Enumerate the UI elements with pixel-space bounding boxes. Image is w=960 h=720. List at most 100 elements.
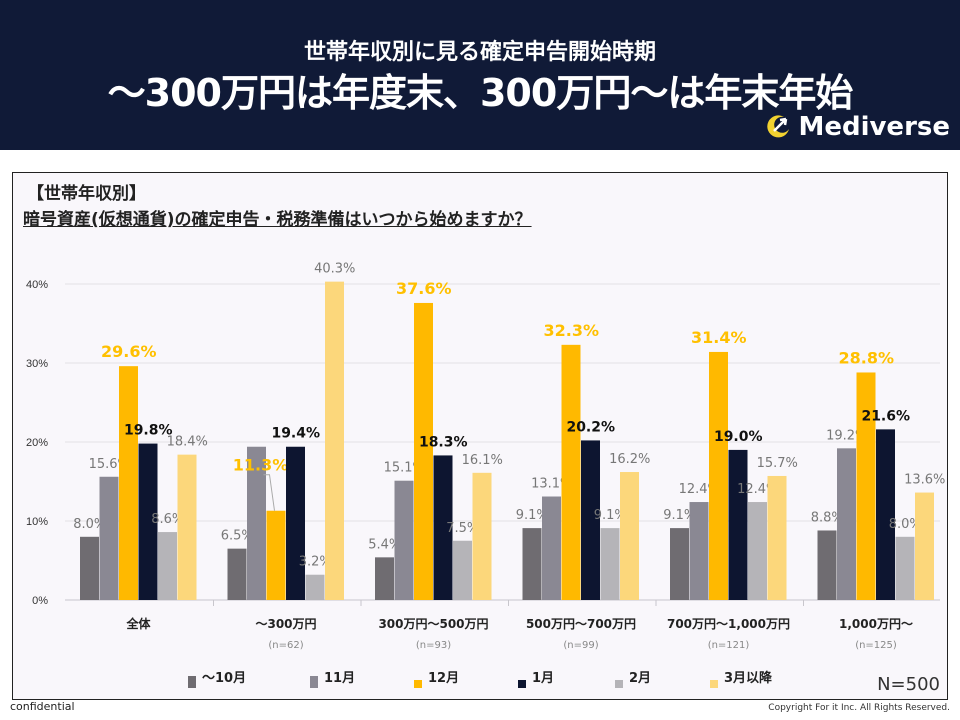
category-n-label: (n=62) <box>268 640 303 651</box>
header: 世帯年収別に見る確定申告開始時期 〜300万円は年度末、300万円〜は年末年始 … <box>0 0 960 150</box>
category-label: 700万円〜1,000万円 <box>667 617 790 631</box>
data-label: 19.0% <box>714 429 763 445</box>
data-label: 20.2% <box>566 419 615 435</box>
data-label: 31.4% <box>691 328 747 347</box>
data-label: 40.3% <box>314 262 355 277</box>
category-n-label: (n=125) <box>855 640 897 651</box>
data-label: 32.3% <box>543 321 599 340</box>
category-label: 全体 <box>125 616 151 631</box>
bar <box>138 443 158 600</box>
data-label: 9.1% <box>594 508 627 523</box>
data-label: 9.1% <box>516 508 549 523</box>
legend-swatch <box>710 680 718 688</box>
bar <box>177 454 197 600</box>
bar <box>472 472 492 600</box>
segment-label: 【世帯年収別】 <box>27 184 146 204</box>
bar <box>522 528 542 600</box>
y-tick-label: 20% <box>26 437 48 449</box>
legend-swatch <box>414 680 422 688</box>
confidential-label: confidential <box>10 700 75 713</box>
bar <box>325 281 344 600</box>
y-tick-label: 40% <box>26 279 48 291</box>
bar <box>817 530 837 600</box>
data-label: 8.6% <box>151 512 184 527</box>
bar <box>600 528 620 600</box>
category-label: 1,000万円〜 <box>839 617 913 631</box>
bar <box>728 449 748 600</box>
title: 〜300万円は年度末、300万円〜は年末年始 <box>107 71 854 115</box>
data-label: 28.8% <box>838 348 894 367</box>
data-label: 19.4% <box>271 426 320 442</box>
bar <box>895 536 915 600</box>
bar <box>247 446 266 600</box>
bar <box>767 475 787 600</box>
data-label: 8.8% <box>811 510 844 525</box>
category-label: 500万円〜700万円 <box>526 617 636 631</box>
bar <box>227 548 247 600</box>
bar <box>80 536 99 600</box>
category-label: 〜300万円 <box>255 617 316 631</box>
data-label: 5.4% <box>368 537 401 552</box>
legend-swatch <box>615 680 623 688</box>
logo: Mediverse <box>764 112 950 142</box>
data-label: 19.8% <box>124 423 173 439</box>
data-label: 13.6% <box>904 473 945 488</box>
data-label: 11.3% <box>233 456 289 475</box>
legend-label: 2月 <box>629 671 651 686</box>
legend-swatch <box>188 676 196 688</box>
bar <box>119 366 138 600</box>
bar <box>158 532 177 600</box>
bar <box>670 528 689 600</box>
bar <box>837 448 856 600</box>
bar <box>375 557 394 600</box>
bar <box>414 302 433 600</box>
legend-label: 〜10月 <box>202 671 246 686</box>
content-area: 【世帯年収別】 暗号資産(仮想通貨)の確定申告・税務準備はいつから始めますか？ <box>0 150 960 720</box>
question-text: 暗号資産(仮想通貨)の確定申告・税務準備はいつから始めますか？ <box>23 210 532 230</box>
data-label: 18.4% <box>167 435 208 450</box>
data-label: 21.6% <box>861 408 910 424</box>
bar <box>433 455 453 600</box>
legend-label: 1月 <box>532 671 554 686</box>
legend-label: 12月 <box>428 671 459 686</box>
data-label: 16.2% <box>609 452 650 467</box>
legend-label: 11月 <box>324 671 355 686</box>
bar <box>689 502 709 600</box>
category-label: 300万円〜500万円 <box>378 617 488 631</box>
y-tick-label: 30% <box>26 358 48 370</box>
data-label: 8.0% <box>73 517 106 532</box>
category-n-label: (n=99) <box>563 640 598 651</box>
data-label: 7.5% <box>446 521 479 536</box>
bar <box>286 446 305 600</box>
category-n-label: (n=93) <box>416 640 451 651</box>
bar <box>856 372 876 600</box>
chart-panel: 【世帯年収別】 暗号資産(仮想通貨)の確定申告・税務準備はいつから始めますか？ <box>12 172 948 700</box>
data-label: 37.6% <box>396 279 452 298</box>
bar <box>266 510 286 600</box>
category-n-label: (n=121) <box>708 640 750 651</box>
bar <box>748 502 767 600</box>
logo-text: Mediverse <box>798 112 950 142</box>
bar <box>620 472 639 600</box>
data-label: 16.1% <box>462 453 503 468</box>
bar <box>876 429 895 600</box>
data-label: 6.5% <box>221 529 254 544</box>
bar <box>305 574 325 600</box>
data-label: 18.3% <box>419 434 468 450</box>
bar <box>709 351 728 600</box>
copyright: Copyright For it Inc. All Rights Reserve… <box>768 703 950 713</box>
rocket-moon-icon <box>767 115 790 138</box>
y-tick-label: 10% <box>26 516 48 528</box>
bar <box>453 540 472 600</box>
legend-swatch <box>518 680 526 688</box>
bar <box>99 476 119 600</box>
data-label: 15.7% <box>757 456 798 471</box>
data-label: 9.1% <box>663 508 696 523</box>
data-label: 8.0% <box>889 517 922 532</box>
legend-label: 3月以降 <box>724 670 773 686</box>
bar <box>542 496 561 600</box>
data-label: 29.6% <box>101 342 157 361</box>
bar <box>561 344 581 600</box>
leader-line <box>263 474 275 511</box>
